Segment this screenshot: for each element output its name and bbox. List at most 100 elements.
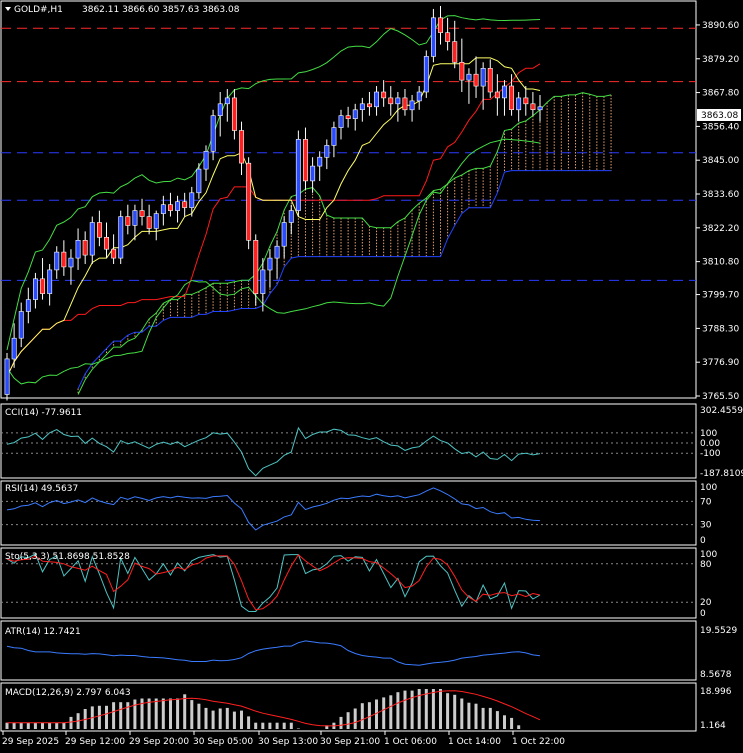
macd-histogram-bar — [218, 708, 222, 729]
candle-body — [459, 61, 465, 81]
panel-tick-label: 30 — [700, 521, 712, 531]
macd-histogram-bar — [510, 717, 514, 729]
macd-histogram-bar — [225, 707, 229, 729]
candle-body — [61, 251, 67, 268]
macd-histogram-bar — [517, 725, 521, 729]
macd-histogram-bar — [346, 712, 350, 729]
time-tick-label: 29 Sep 2025 — [2, 737, 59, 747]
macd-histogram-bar — [161, 698, 165, 729]
rsi-line — [6, 487, 541, 531]
macd-histogram-bar — [417, 689, 421, 729]
panel-tick-label: -100 — [700, 449, 721, 459]
candle-body — [416, 91, 422, 102]
candle-body — [423, 56, 429, 93]
candle-body — [516, 97, 522, 111]
candle-body — [402, 97, 408, 111]
macd-histogram-bar — [147, 698, 151, 729]
panel-tick-label: 8.5678 — [700, 670, 732, 680]
price-tick-label: 3822.20 — [702, 224, 739, 234]
candle-body — [281, 222, 287, 247]
macd-histogram-bar — [282, 722, 286, 729]
macd-signal-line — [7, 690, 541, 727]
panel-frame-rsi — [0, 480, 697, 546]
price-tick-label: 3833.60 — [702, 190, 739, 200]
macd-histogram-bar — [33, 722, 37, 729]
candlesticks[interactable] — [4, 5, 543, 401]
macd-histogram-bar — [446, 693, 450, 729]
macd-histogram-bar — [474, 703, 478, 729]
time-tick-label: 30 Sep 21:00 — [320, 737, 380, 747]
candle-body — [210, 115, 216, 152]
panel-frame-main — [0, 0, 697, 399]
macd-histogram-bar — [112, 702, 116, 729]
candle-body — [509, 85, 514, 111]
candle-body — [111, 248, 117, 259]
candle-body — [182, 201, 188, 208]
macd-histogram-bar — [119, 702, 123, 729]
current-price-box — [697, 109, 741, 121]
candle-body — [40, 278, 46, 294]
macd-histogram-bar — [69, 716, 73, 729]
time-axis: 29 Sep 2025 29 Sep 12:00 29 Sep 20:00 30 Se… — [2, 731, 565, 747]
candle-body — [409, 100, 415, 111]
macd-histogram-bar — [360, 703, 364, 729]
candle-body — [175, 201, 180, 211]
time-tick-label: 30 Sep 05:00 — [193, 737, 253, 747]
candle-body — [118, 216, 124, 259]
macd-histogram-bar — [403, 690, 407, 729]
price-tick-label: 3890.60 — [702, 21, 739, 31]
candle-body — [438, 17, 443, 33]
macd-histogram-bar — [154, 698, 158, 729]
candle-body — [352, 109, 358, 120]
candle-body — [32, 278, 38, 300]
macd-histogram-bar — [424, 689, 428, 729]
macd-histogram-bar — [353, 708, 357, 729]
panel-tick-label: 18.996 — [700, 687, 732, 697]
candle-body — [537, 106, 543, 111]
candle-body — [104, 237, 110, 250]
macd-histogram-bar — [460, 698, 464, 729]
price-tick-label: 3879.20 — [702, 55, 739, 65]
price-tick-label: 3788.30 — [702, 324, 739, 334]
rsi-label: RSI(14) 49.5637 — [5, 484, 78, 494]
macd-label: MACD(12,26,9) 2.797 6.043 — [5, 688, 131, 698]
macd-histogram-bar — [453, 694, 457, 729]
candle-body — [146, 216, 152, 229]
candle-body — [239, 130, 244, 164]
macd-histogram-bar — [431, 689, 435, 729]
candle-body — [366, 103, 372, 108]
panel-tick-label: 100 — [700, 429, 717, 439]
panel-tick-label: 1.164 — [700, 721, 726, 731]
stoch-signal-line — [6, 553, 541, 611]
candle-body — [374, 91, 379, 108]
candle-body — [82, 240, 88, 256]
macd-histogram-bar — [176, 698, 180, 729]
candle-body — [466, 73, 472, 81]
time-tick-label: 1 Oct 22:00 — [512, 737, 565, 747]
macd-histogram-bar — [204, 707, 208, 729]
macd-histogram-bar — [325, 725, 329, 729]
candle-body — [224, 97, 230, 105]
price-tick-label: 3776.90 — [702, 358, 739, 368]
macd-histogram-bar — [62, 722, 66, 729]
candle-body — [203, 151, 209, 170]
macd-histogram-bar — [26, 722, 30, 729]
macd-histogram-bar — [296, 728, 300, 729]
candle-body — [302, 139, 308, 182]
time-tick-label: 29 Sep 12:00 — [65, 737, 125, 747]
header-symbol: GOLD#,H1 — [14, 5, 63, 15]
candle-body — [295, 139, 301, 211]
panel-tick-label: 302.4559 — [700, 406, 743, 416]
candle-body — [260, 269, 266, 294]
macd-histogram-bar — [183, 694, 187, 729]
upper-band-line — [6, 15, 541, 351]
collapse-triangle-icon[interactable] — [5, 7, 11, 11]
candle-body — [132, 210, 138, 226]
panel-tick-label: 100 — [700, 550, 717, 560]
candle-body — [288, 210, 294, 223]
panel-tick-label: 100 — [700, 483, 717, 493]
current-price-label: 3863.08 — [701, 111, 738, 121]
candle-body — [359, 103, 365, 111]
time-tick-label: 30 Sep 13:00 — [258, 737, 318, 747]
